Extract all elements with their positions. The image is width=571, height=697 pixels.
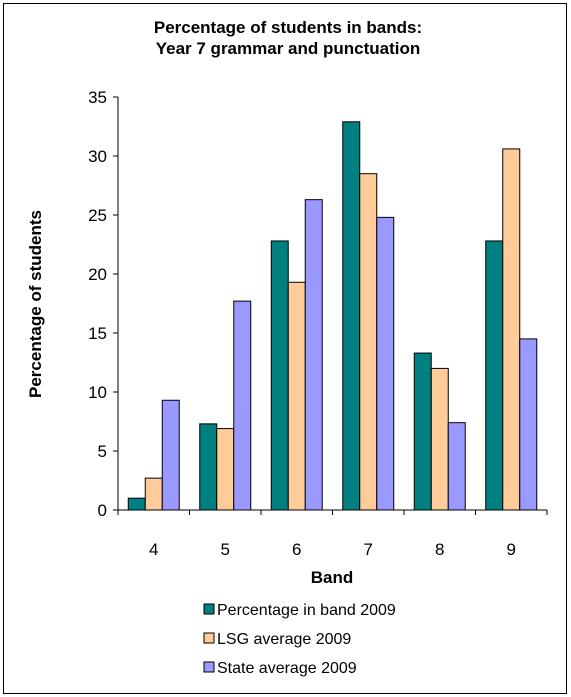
y-axis-label: Percentage of students — [26, 210, 45, 398]
bar-6-series-0 — [270, 240, 289, 511]
y-tick-label-20: 20 — [88, 265, 107, 284]
y-tick-label-35: 35 — [88, 88, 107, 107]
bar-4-series-1 — [144, 477, 163, 511]
bar-6-series-2 — [304, 199, 323, 511]
legend-swatch-2 — [203, 661, 215, 673]
bar-8-series-2 — [447, 422, 466, 511]
bar-9-series-2 — [519, 338, 538, 511]
bar-8-series-1 — [430, 367, 449, 511]
plot-area: 0 5 10 15 20 25 30 35 4 5 6 7 8 9 — [88, 88, 548, 559]
bar-7-series-0 — [342, 121, 361, 511]
bar-5-series-0 — [199, 423, 218, 511]
bar-7-series-1 — [359, 173, 378, 511]
bar-7-series-2 — [376, 216, 395, 511]
bar-6-series-1 — [287, 281, 306, 511]
y-tick-label-5: 5 — [98, 442, 107, 461]
bar-8-series-0 — [413, 352, 432, 511]
bar-5-series-1 — [216, 428, 235, 511]
y-tick-label-15: 15 — [88, 324, 107, 343]
x-tick-label-6: 6 — [292, 540, 301, 559]
legend-swatch-1 — [203, 632, 215, 644]
x-axis-label: Band — [311, 568, 354, 587]
y-tick-label-0: 0 — [98, 501, 107, 520]
y-tick-label-10: 10 — [88, 383, 107, 402]
bar-9-series-0 — [485, 240, 504, 511]
bar-5-series-2 — [233, 300, 252, 511]
bar-9-series-1 — [502, 148, 521, 511]
legend: Percentage in band 2009 LSG average 2009 S… — [203, 602, 396, 677]
legend-label-0: Percentage in band 2009 — [217, 602, 396, 619]
legend-label-2: State average 2009 — [217, 660, 357, 677]
chart-title-line-1: Percentage of students in bands: — [154, 18, 422, 37]
x-tick-label-8: 8 — [435, 540, 444, 559]
y-tick-label-25: 25 — [88, 206, 107, 225]
x-tick-label-7: 7 — [364, 540, 373, 559]
x-tick-label-5: 5 — [221, 540, 230, 559]
bar-4-series-0 — [127, 497, 146, 511]
legend-swatch-0 — [203, 603, 215, 615]
x-tick-label-4: 4 — [149, 540, 158, 559]
legend-label-1: LSG average 2009 — [217, 631, 351, 648]
chart-title-line-2: Year 7 grammar and punctuation — [156, 39, 421, 58]
x-tick-label-9: 9 — [507, 540, 516, 559]
bar-4-series-2 — [161, 399, 180, 511]
y-tick-label-30: 30 — [88, 147, 107, 166]
